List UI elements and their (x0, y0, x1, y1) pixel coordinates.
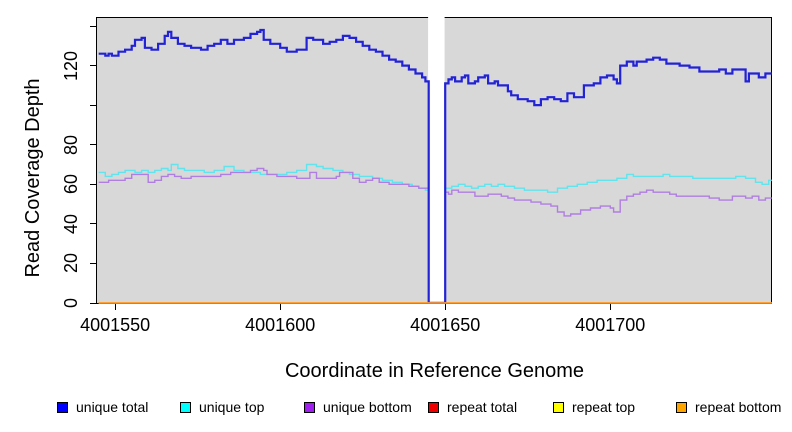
legend-label: unique top (199, 399, 265, 415)
legend-swatch-repeat-top (553, 401, 564, 413)
x-tick (114, 304, 116, 310)
x-tick-label: 4001550 (80, 315, 151, 335)
legend-swatch-unique-total (57, 401, 68, 413)
legend-item-unique-bottom: unique bottom (304, 399, 412, 415)
y-tick-label: 80 (61, 134, 81, 155)
legend-label: repeat top (572, 399, 636, 415)
legend-item-repeat-top: repeat top (553, 399, 635, 415)
series-line-unique-total (98, 28, 772, 304)
coverage-gap-band (428, 17, 445, 302)
y-tick-label: 0 (61, 297, 81, 309)
y-tick-label: 60 (61, 174, 81, 195)
y-axis-title: Read Coverage Depth (22, 77, 44, 278)
legend-item-repeat-bottom: repeat bottom (676, 399, 781, 415)
y-tick (90, 144, 96, 146)
y-tick (90, 223, 96, 225)
x-tick (279, 304, 281, 310)
coverage-plot (96, 17, 772, 304)
legend-label: unique total (76, 399, 149, 415)
y-tick-label: 120 (61, 50, 81, 81)
legend-item-unique-top: unique top (180, 399, 264, 415)
y-tick (90, 262, 96, 264)
x-tick-label: 4001700 (575, 315, 646, 335)
y-tick (90, 65, 96, 67)
x-tick (444, 304, 446, 310)
legend-item-unique-total: unique total (57, 399, 148, 415)
legend-swatch-repeat-bottom (676, 401, 687, 413)
legend-label: repeat total (447, 399, 518, 415)
y-tick (90, 183, 96, 185)
legend-label: repeat bottom (695, 399, 782, 415)
y-tick (90, 25, 96, 27)
x-tick-label: 4001600 (245, 315, 316, 335)
x-tick-label: 4001650 (410, 315, 481, 335)
y-tick (90, 104, 96, 106)
legend-swatch-unique-top (180, 401, 191, 413)
legend-item-repeat-total: repeat total (428, 399, 517, 415)
x-tick (609, 304, 611, 310)
series-line-unique-bottom (98, 167, 772, 304)
legend-swatch-repeat-total (428, 401, 439, 413)
y-tick-label: 20 (61, 253, 81, 274)
legend-label: unique bottom (323, 399, 412, 415)
y-tick (90, 302, 96, 304)
x-axis-title: Coordinate in Reference Genome (284, 360, 585, 382)
legend-swatch-unique-bottom (304, 401, 315, 413)
y-tick-label: 40 (61, 213, 81, 234)
